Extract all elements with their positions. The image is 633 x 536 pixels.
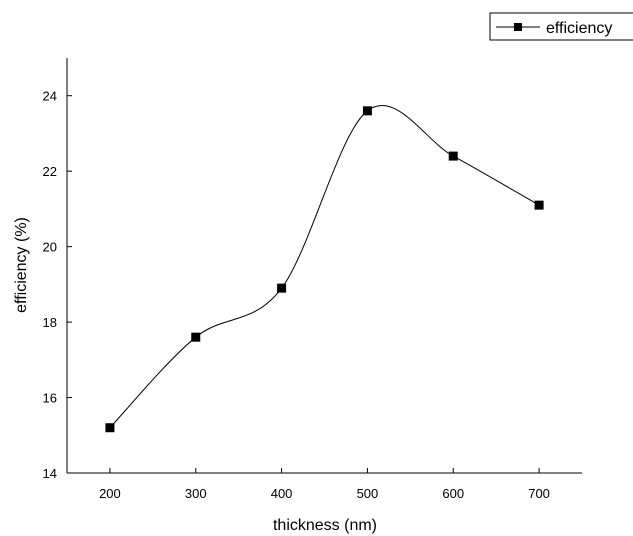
series (105, 104, 544, 433)
x-tick-label: 500 (357, 486, 379, 501)
x-tick-label: 700 (528, 486, 550, 501)
y-tick-label: 18 (43, 315, 57, 330)
x-tick-label: 200 (99, 486, 121, 501)
x-tick-label: 400 (271, 486, 293, 501)
ticks: 200 300 400 500 600 700 14 16 18 20 22 24 (43, 89, 550, 501)
legend-marker-square (514, 23, 522, 31)
x-tick-label: 300 (185, 486, 207, 501)
axes (66, 58, 582, 474)
x-axis-title: thickness (nm) (273, 517, 377, 534)
y-axis-title: efficiency (%) (13, 217, 30, 313)
series-line-efficiency (109, 104, 540, 429)
data-point-efficiency (277, 283, 287, 293)
y-tick-label: 20 (43, 240, 57, 255)
y-tick-label: 16 (43, 391, 57, 406)
y-tick-label: 22 (43, 164, 57, 179)
y-tick-label: 14 (43, 466, 57, 481)
data-point-efficiency (105, 423, 115, 433)
data-point-efficiency (191, 332, 201, 342)
data-point-efficiency (534, 200, 544, 210)
data-point-efficiency (448, 151, 458, 161)
y-tick-label: 24 (43, 89, 57, 104)
x-tick-label: 600 (442, 486, 464, 501)
data-point-efficiency (362, 106, 372, 116)
legend: efficiency (489, 12, 633, 41)
legend-label: efficiency (546, 20, 612, 37)
